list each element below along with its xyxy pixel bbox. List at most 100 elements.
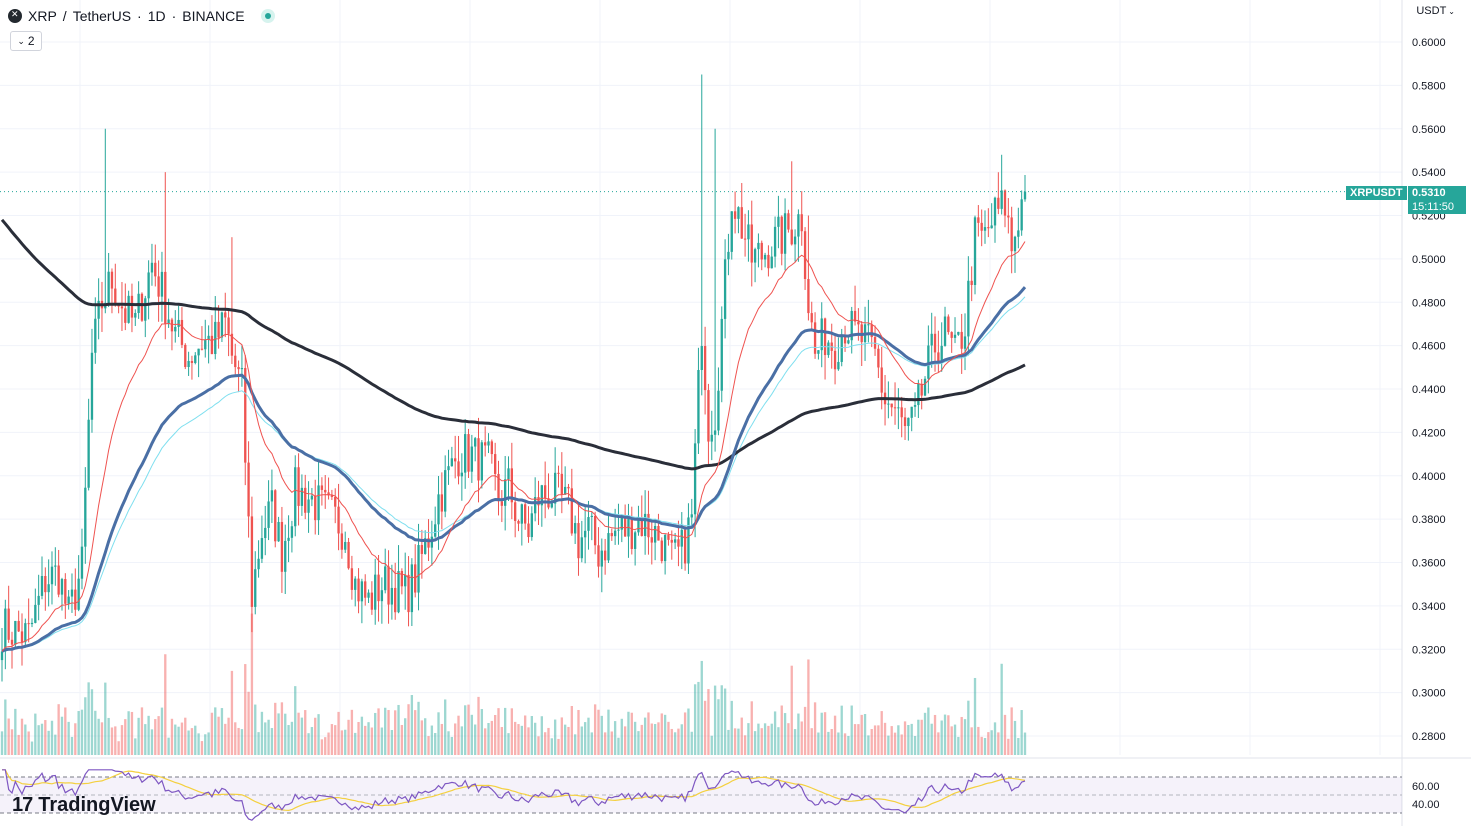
price-axis-tick: 0.3600 [1412,558,1446,570]
volume-bar [630,712,633,755]
volume-bar [557,738,560,755]
candle-body [920,383,923,396]
candle-body [617,529,620,531]
volume-bar [703,700,707,755]
volume-bar [970,727,973,755]
candle-body [757,242,760,250]
symbol-label[interactable]: XRP [28,8,57,24]
volume-bar [513,721,517,755]
volume-bar [497,708,500,755]
candle-body [600,550,603,567]
volume-bar [627,711,630,755]
volume-bar [983,738,987,755]
candle-body [690,514,693,518]
candle-body [384,566,387,591]
interval-label[interactable]: 1D [147,8,166,24]
candle-body [84,487,87,547]
candle-body [410,564,414,613]
volume-bar [1020,710,1023,755]
volume-bar [300,717,304,755]
volume-bar [420,720,424,755]
volume-bar [490,720,494,755]
volume-bar [264,722,267,755]
candle-body [990,225,993,229]
volume-bar [164,654,167,755]
candle-body [407,574,410,613]
volume-bar [837,732,840,755]
volume-bar [447,731,450,755]
indicators-collapse-button[interactable]: ⌄ 2 [10,31,42,51]
volume-bar [720,685,723,755]
volume-bar [623,726,627,755]
candle-body [847,340,850,344]
candle-body [827,342,830,356]
candle-body [304,487,307,513]
candle-body [923,378,927,396]
volume-bar [467,704,470,755]
candle-body [497,473,500,502]
candle-body [264,527,267,539]
volume-bar [160,707,164,755]
candle-body [713,430,717,435]
volume-bar [157,716,160,755]
price-axis-tick: 0.3000 [1412,688,1446,700]
candle-body [94,318,97,353]
candle-body [250,516,254,607]
volume-bar [280,702,284,755]
candle-body [47,584,50,593]
volume-bar [244,664,247,755]
volume-bar [330,724,334,755]
volume-bar [510,708,514,755]
candle-body [444,470,447,512]
volume-bar [673,732,677,755]
market-status-icon[interactable] [260,9,275,23]
volume-bar [840,705,843,755]
candle-body [730,211,733,252]
volume-bar [607,709,610,755]
volume-bar [723,688,727,755]
volume-bar [523,715,527,755]
candle-body [294,467,297,527]
candle-body [530,513,533,538]
currency-selector[interactable]: USDT ⌄ [1416,5,1455,17]
candle-body [553,472,557,504]
candle-body [613,530,617,537]
candle-body [767,254,770,269]
candle-body [570,488,573,534]
volume-bar [817,732,820,755]
volume-bar [97,718,100,755]
volume-bar [647,712,650,755]
candle-body [157,276,160,297]
volume-bar [120,725,124,755]
countdown-value: 15:11:50 [1412,201,1455,213]
candle-body [667,535,670,540]
volume-bar [504,707,507,755]
candle-body [550,503,553,508]
candle-body [637,517,640,533]
candle-body [790,229,793,245]
volume-bar [563,724,567,755]
candle-body [134,312,137,318]
candle-body [1010,217,1013,252]
volume-bar [170,718,174,755]
volume-bar [960,716,963,755]
candle-body [500,501,504,506]
volume-bar [737,728,740,755]
volume-bar [930,723,933,755]
candle-body [460,472,464,477]
candle-body [187,360,190,368]
candle-body [217,321,220,338]
volume-bar [260,711,264,755]
indicator-count: 2 [27,34,35,48]
candle-body [970,280,973,285]
volume-bar [990,730,993,755]
volume-bar [730,700,733,755]
tradingview-logo[interactable]: 17 TradingView [12,794,156,817]
candle-body [843,335,847,344]
candle-body [180,319,184,345]
volume-bar [593,704,597,755]
volume-bar [587,717,590,755]
volume-bar [653,724,657,755]
